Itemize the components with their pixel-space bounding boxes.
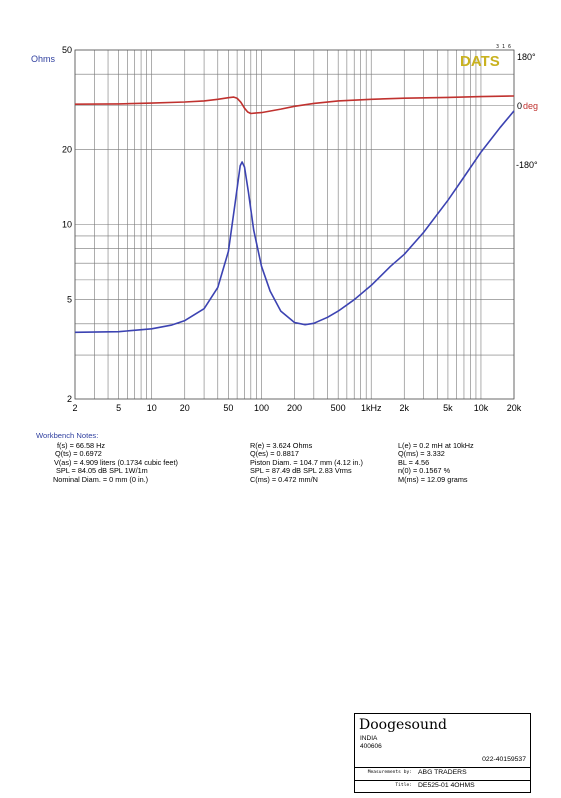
- company-phone: 022-40159537: [482, 756, 526, 763]
- x-tick-label: 200: [287, 403, 302, 413]
- x-tick-label: 20k: [507, 403, 522, 413]
- y-axis-label: Ohms: [31, 54, 56, 64]
- note-re: R(e) = 3.624 Ohms: [250, 441, 313, 450]
- x-tick-label: 5: [116, 403, 121, 413]
- x-tick-label: 20: [180, 403, 190, 413]
- note-spl-1w: SPL = 84.05 dB SPL 1W/1m: [56, 466, 148, 476]
- notes-column-2: R(e) = 3.624 Ohms Q(es) = 0.8817 Piston …: [250, 441, 363, 484]
- x-tick-label: 100: [254, 403, 269, 413]
- impedance-series-line: [74, 110, 515, 334]
- y-tick-label: 20: [62, 144, 72, 154]
- phase-label-unit: deg: [523, 101, 538, 111]
- phase-label-bottom: -180°: [516, 160, 538, 170]
- note-qts: Q(ts) = 0.6972: [55, 449, 102, 459]
- grid-lines: [74, 49, 515, 400]
- company-address-line1: INDIA: [360, 735, 378, 742]
- dats-version: 3 1 6: [496, 44, 511, 50]
- y-tick-label: 10: [62, 220, 72, 230]
- axis-labels: 2 5 10 20 50 100 200 500 1kHz 2k 5k 10k 20k 2 5 10 20 50: [62, 45, 522, 413]
- measurements-value: ABG TRADERS: [418, 769, 467, 776]
- x-tick-label: 10k: [474, 403, 489, 413]
- title-row: Title: DE525-01 4OHMS: [355, 780, 530, 793]
- phase-series-line: [74, 95, 515, 115]
- impedance-phase-chart: 2 5 10 20 50 100 200 500 1kHz 2k 5k 10k 20k25102050 …: [31, 44, 538, 413]
- note-nominal-diam: Nominal Diam. = 0 mm (0 in.): [53, 474, 149, 484]
- notes-title: Workbench Notes:: [36, 431, 99, 440]
- title-label: Title:: [395, 783, 412, 788]
- measurements-row: Measurements by: ABG TRADERS: [355, 768, 530, 780]
- phase-label-top: 180°: [517, 52, 536, 62]
- measurements-label: Measurements by:: [367, 770, 412, 775]
- note-vas: V(as) = 4.909 liters (0.1734 cubic feet): [54, 457, 178, 467]
- note-piston-diam: Piston Diam. = 104.7 mm (4.12 in.): [250, 457, 363, 467]
- company-name: Doogesound: [359, 717, 447, 733]
- x-tick-label: 2: [72, 403, 77, 413]
- plot-frame: [74, 49, 515, 400]
- title-block: Doogesound INDIA 400606 022-40159537 Mea…: [354, 713, 531, 793]
- notes-column-3: L(e) = 0.2 mH at 10kHz Q(ms) = 3.332 BL …: [398, 441, 474, 484]
- notes-column-1: f(s) = 66.58 Hz Q(ts) = 0.6972 V(as) = 4…: [53, 441, 178, 484]
- note-le: L(e) = 0.2 mH at 10kHz: [398, 441, 474, 450]
- title-block-header: Doogesound INDIA 400606 022-40159537: [355, 714, 530, 768]
- note-qms: Q(ms) = 3.332: [398, 449, 445, 459]
- x-tick-label: 5k: [443, 403, 453, 413]
- dats-logo: DATS: [460, 53, 500, 70]
- note-spl-283: SPL = 87.49 dB SPL 2.83 Vrms: [250, 466, 352, 476]
- y-tick-label: 2: [67, 394, 72, 404]
- x-tick-label: 1kHz: [361, 403, 382, 413]
- note-qes: Q(es) = 0.8817: [250, 449, 299, 459]
- note-mms: M(ms) = 12.09 grams: [398, 474, 468, 484]
- x-tick-label: 50: [223, 403, 233, 413]
- y-tick-label: 50: [62, 45, 72, 55]
- x-tick-label: 10: [147, 403, 157, 413]
- note-n0: n(0) = 0.1567 %: [398, 466, 451, 476]
- x-tick-label: 500: [331, 403, 346, 413]
- note-fs: f(s) = 66.58 Hz: [57, 441, 106, 450]
- y-tick-label: 5: [67, 295, 72, 305]
- phase-label-zero: 0: [517, 101, 522, 111]
- x-tick-label: 2k: [399, 403, 409, 413]
- workbench-notes: Workbench Notes: f(s) = 66.58 Hz Q(ts) =…: [36, 431, 536, 483]
- note-bl: BL = 4.56: [398, 457, 430, 467]
- company-address-line2: 400606: [360, 743, 382, 750]
- note-cms: C(ms) = 0.472 mm/N: [250, 474, 318, 484]
- title-value: DE525-01 4OHMS: [418, 782, 475, 789]
- series-layer: [74, 95, 515, 334]
